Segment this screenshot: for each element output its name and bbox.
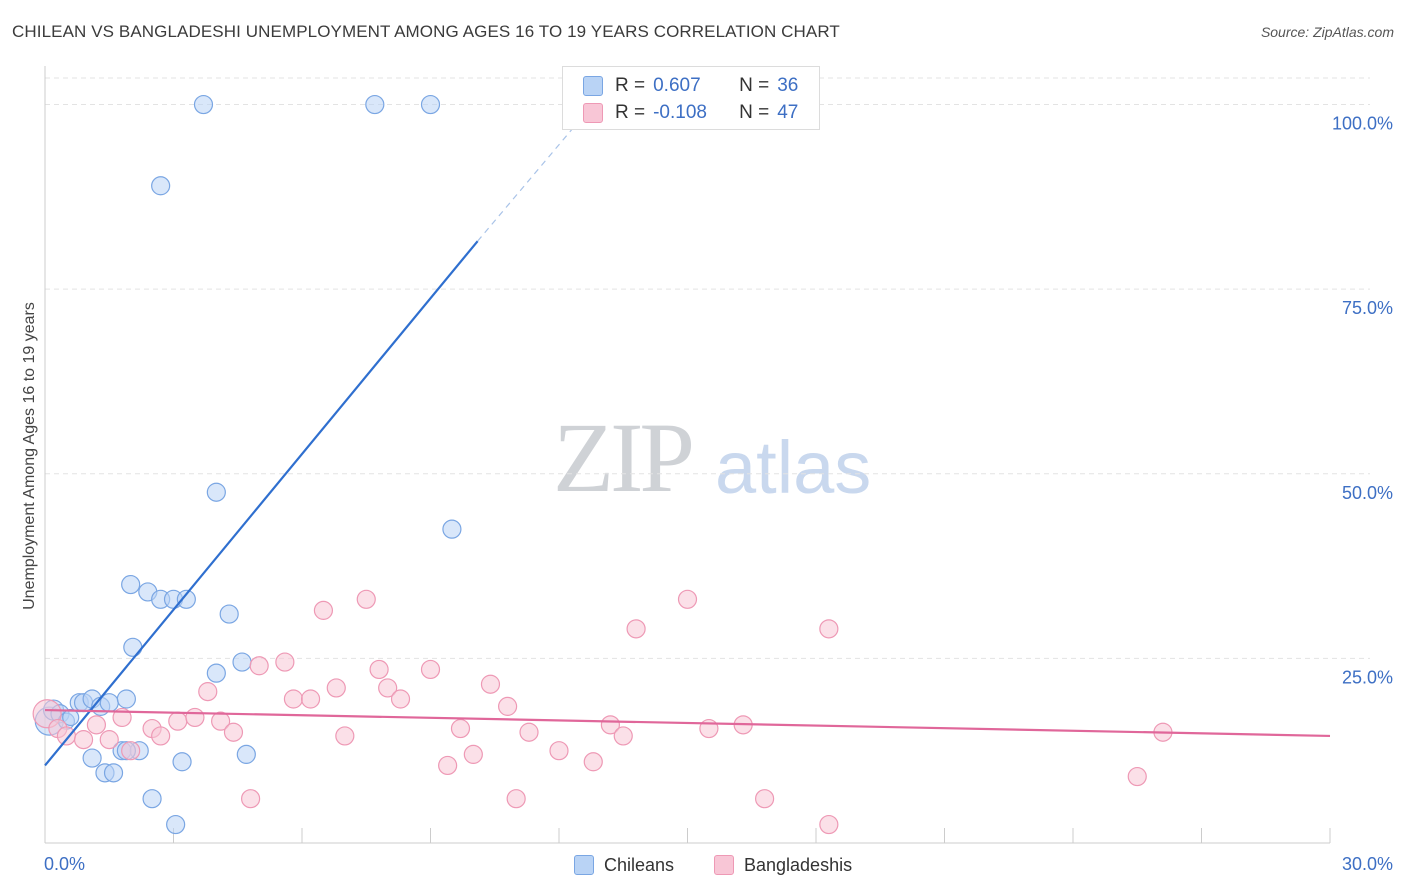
bangladeshis-point	[99, 730, 119, 750]
bangladeshis-point	[121, 741, 141, 761]
bangladeshis-point	[463, 744, 483, 764]
chileans-r-value: 0.607	[653, 75, 701, 96]
bangladeshis-point	[335, 726, 355, 746]
chileans-point	[151, 176, 171, 196]
bottom-legend-bangladeshis: Bangladeshis	[714, 852, 852, 878]
bangladeshis-point	[549, 741, 569, 761]
chileans-point	[442, 519, 462, 539]
chileans-point	[172, 752, 192, 772]
bangladeshis-point	[378, 678, 398, 698]
y-tick-label: 25.0%	[1342, 667, 1393, 687]
chileans-swatch	[583, 76, 603, 96]
bottom-chileans-swatch	[574, 855, 594, 875]
bangladeshis-point	[223, 722, 244, 742]
bangladeshis-point	[73, 730, 94, 750]
chileans-point	[166, 814, 186, 835]
bangladeshis-point	[211, 711, 231, 731]
chileans-n-value: 36	[777, 75, 799, 96]
x-tick-label: 30.0%	[1342, 854, 1393, 874]
legend-row-chileans: R = 0.607 N = 36	[583, 73, 798, 99]
y-tick-label: 100.0%	[1332, 114, 1393, 134]
chileans-point	[206, 663, 226, 683]
chileans-point	[82, 748, 102, 768]
bangladeshis-point	[275, 652, 295, 672]
bangladeshis-point	[56, 726, 77, 746]
y-axis-label: Unemployment Among Ages 16 to 19 years	[21, 302, 38, 610]
bottom-bangladeshis-swatch	[714, 855, 734, 875]
bangladeshis-n-value: 47	[777, 102, 799, 123]
bangladeshis-point	[438, 755, 458, 776]
chart-title: CHILEAN VS BANGLADESHI UNEMPLOYMENT AMON…	[12, 22, 840, 41]
watermark-zip: ZIP	[553, 402, 695, 513]
bangladeshis-point	[249, 656, 269, 676]
chart-source: Source: ZipAtlas.com	[1260, 24, 1394, 40]
bangladeshis-point	[819, 619, 839, 639]
y-tick-label: 75.0%	[1342, 298, 1393, 318]
bangladeshis-trend-line	[44, 708, 1331, 738]
chileans-point	[236, 744, 256, 764]
bottom-chileans-label: Chileans	[604, 854, 675, 875]
bangladeshis-swatch	[583, 103, 603, 123]
bangladeshis-point	[283, 689, 304, 709]
bangladeshis-point	[677, 589, 698, 609]
bangladeshis-point	[326, 678, 346, 698]
chileans-point	[62, 708, 80, 727]
chileans-r-label: R =	[615, 75, 646, 96]
bangladeshis-point	[754, 789, 775, 809]
bangladeshis-point	[356, 589, 376, 609]
y-tick-label: 50.0%	[1342, 483, 1393, 503]
bangladeshis-point	[420, 659, 441, 680]
bottom-legend-chileans: Chileans	[574, 852, 674, 878]
watermark-atlas: atlas	[715, 426, 872, 509]
bangladeshis-point	[519, 722, 539, 742]
bangladeshis-point	[185, 707, 205, 728]
bangladeshis-r-label: R =	[615, 102, 646, 123]
bangladeshis-point	[480, 674, 501, 694]
chileans-point	[103, 763, 124, 783]
chileans-n-label: N =	[739, 75, 770, 96]
bangladeshis-point	[198, 682, 218, 702]
chileans-point	[176, 589, 196, 609]
bangladeshis-point	[168, 711, 188, 731]
bangladeshis-point	[1127, 766, 1147, 787]
legend-row-bangladeshis: R = -0.108 N = 47	[583, 100, 798, 126]
bangladeshis-point	[112, 707, 132, 728]
bangladeshis-point	[450, 718, 471, 739]
chileans-point	[365, 94, 385, 115]
chileans-point	[142, 789, 162, 809]
bangladeshis-point	[583, 752, 603, 772]
chileans-point	[121, 574, 141, 595]
chileans-point	[232, 652, 252, 672]
chileans-trend-line	[44, 240, 479, 767]
bottom-bangladeshis-label: Bangladeshis	[744, 854, 853, 875]
bangladeshis-point	[241, 789, 261, 809]
bangladeshis-r-value: -0.108	[653, 102, 707, 123]
bangladeshis-point	[506, 789, 526, 809]
bangladeshis-point	[300, 689, 321, 709]
correlation-legend: R = 0.607 N = 36 R = -0.108 N = 47	[562, 66, 820, 130]
bangladeshis-point	[313, 600, 334, 620]
bangladeshis-point	[613, 726, 633, 746]
chileans-trend-extension	[477, 118, 581, 242]
bangladeshis-point	[86, 715, 107, 735]
bangladeshis-point	[498, 696, 518, 716]
chileans-point	[219, 604, 239, 624]
bangladeshis-n-label: N =	[739, 102, 770, 123]
bangladeshis-point	[626, 619, 646, 639]
bangladeshis-point	[390, 689, 411, 709]
chileans-point	[116, 689, 136, 709]
bangladeshis-point	[819, 814, 839, 835]
chileans-point	[193, 94, 214, 115]
bangladeshis-point	[369, 659, 389, 680]
chileans-point	[206, 482, 226, 502]
bangladeshis-point	[151, 726, 171, 746]
x-tick-label: 0.0%	[44, 854, 85, 874]
chileans-point	[420, 94, 441, 115]
chileans-point	[123, 637, 143, 657]
